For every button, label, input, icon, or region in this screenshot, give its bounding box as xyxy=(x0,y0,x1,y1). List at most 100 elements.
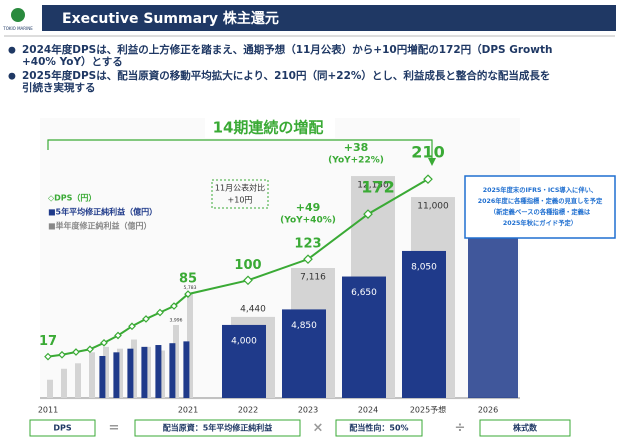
note-box xyxy=(464,175,616,239)
bar xyxy=(75,363,81,398)
x-tick-label: 2026 xyxy=(478,406,498,415)
dps-point xyxy=(128,322,136,331)
legend-entry: ■5年平均修正純利益（億円） xyxy=(48,207,157,217)
bar xyxy=(155,345,162,398)
x-tick-label: 2021 xyxy=(178,406,198,415)
x-tick-label: 2024 xyxy=(358,406,378,415)
bar xyxy=(99,355,106,398)
annotation-box xyxy=(211,179,269,209)
bar-value-label: 8,050 xyxy=(411,262,437,272)
dps-point xyxy=(142,315,150,323)
note-text: 2025年秋にガイド予定） xyxy=(503,218,577,227)
bar xyxy=(89,352,95,398)
annotation: (YoY+40%) xyxy=(280,216,336,226)
legend-entry: ◇DPS（円） xyxy=(48,193,96,203)
formula-operator: × xyxy=(313,421,324,436)
bracket xyxy=(47,139,433,160)
bracket-arrow xyxy=(428,158,436,166)
bar xyxy=(113,352,120,398)
bar xyxy=(117,348,123,398)
note-text: 2026年度に各種指標・定義の見直しを予定 xyxy=(478,196,603,205)
formula-box xyxy=(29,419,96,437)
dps-point xyxy=(114,331,122,340)
dps-point xyxy=(243,275,253,286)
annotation: +10円 xyxy=(228,196,253,205)
dps-label: 85 xyxy=(179,272,197,287)
bar xyxy=(173,325,179,398)
dps-point xyxy=(363,209,373,219)
formula-term: 株式数 xyxy=(513,423,538,433)
annotation: 11月公表対比 xyxy=(215,183,265,193)
bar xyxy=(145,346,151,398)
bar-2026-placeholder xyxy=(468,215,518,398)
dps-point xyxy=(156,308,164,317)
dps-point xyxy=(423,174,433,185)
formula-term: DPS xyxy=(53,424,72,433)
formula-operator: = xyxy=(109,421,120,436)
bar xyxy=(141,346,148,398)
bar-value-label: 4,440 xyxy=(240,304,266,314)
formula-box xyxy=(335,419,423,437)
dps-label: 17 xyxy=(39,334,57,349)
title-bar xyxy=(42,5,616,31)
bar-value-label: 5,783 xyxy=(184,285,197,291)
bar-value-label: 11,000 xyxy=(417,202,449,212)
dps-point xyxy=(184,290,192,298)
x-tick-label: 2025予想 xyxy=(410,405,446,415)
bar xyxy=(131,339,137,398)
logo-mark xyxy=(11,8,25,22)
bullet-text: 引続き実現する xyxy=(22,81,96,94)
bar-value-label: 12,150 xyxy=(357,181,389,191)
bar xyxy=(402,250,446,398)
dps-label: 172 xyxy=(361,178,394,197)
formula-term: 配当原資：5年平均修正純利益 xyxy=(163,423,273,433)
dps-label: 210 xyxy=(411,143,444,162)
bar xyxy=(222,324,266,398)
dps-point xyxy=(303,254,313,265)
bar-value-label: 6,650 xyxy=(351,288,377,298)
bullet-text: +40% YoY）とする xyxy=(22,55,123,68)
bar xyxy=(342,276,386,398)
bullet-text: 2024年度DPSは、利益の上方修正を踏まえ、通期予想（11月公表）から+10円… xyxy=(22,43,552,56)
logo-text: TOKIO MARINE xyxy=(2,26,33,31)
bar xyxy=(183,341,190,398)
bar xyxy=(282,309,326,398)
dps-label: 123 xyxy=(294,237,321,252)
annotation: (YoY+22%) xyxy=(328,156,384,166)
dps-point xyxy=(100,338,108,347)
bar xyxy=(103,346,109,398)
bar xyxy=(159,350,165,398)
title: Executive Summary 株主還元 xyxy=(62,10,279,27)
note-text: 2025年度末のIFRS・ICS導入に伴い、 xyxy=(483,185,597,194)
dps-label: 100 xyxy=(234,258,261,273)
legend-entry: ■単年度修正純利益（億円） xyxy=(48,221,152,231)
bar-value-label: 7,116 xyxy=(300,273,326,283)
dps-point xyxy=(58,350,66,359)
x-tick-label: 2023 xyxy=(298,406,318,415)
note-text: （新定義ベースの各種指標・定義は xyxy=(490,207,591,216)
bullet-dot: ● xyxy=(8,46,16,56)
annotation-bg xyxy=(205,118,335,138)
dps-point xyxy=(86,345,94,354)
dps-point xyxy=(72,348,80,356)
bar xyxy=(47,379,53,398)
dps-point xyxy=(44,352,52,361)
formula-term: 配当性向：50% xyxy=(349,423,408,433)
bar xyxy=(127,348,134,398)
bar xyxy=(169,343,176,398)
x-tick-label: 2022 xyxy=(238,406,258,415)
annotation: +38 xyxy=(344,141,369,154)
bullet-dot: ● xyxy=(8,72,16,82)
annotation: +49 xyxy=(296,201,321,214)
formula-box xyxy=(134,419,301,437)
bar-value-label: 3,996 xyxy=(170,318,183,324)
formula-box xyxy=(479,419,571,437)
bar-value-label: 4,850 xyxy=(291,321,317,331)
x-tick-label: 2011 xyxy=(38,406,58,415)
bar xyxy=(61,368,67,398)
annotation: 14期連続の増配 xyxy=(213,119,324,137)
formula-operator: ÷ xyxy=(455,421,466,436)
bar-value-label: 4,000 xyxy=(231,336,257,346)
bullet-text: 2025年度DPSは、配当原資の移動平均拡大により、210円（同+22%）とし、… xyxy=(22,69,550,82)
